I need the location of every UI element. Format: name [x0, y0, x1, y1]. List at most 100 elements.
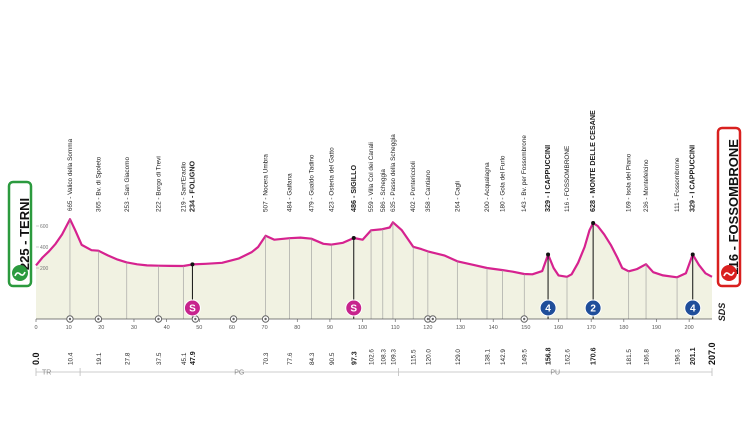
place-annotation: 586 - Scheggia	[380, 169, 387, 212]
y-tick-label: 400	[40, 245, 49, 251]
feed-zone-icon	[97, 317, 100, 321]
elevation-fill	[36, 219, 712, 319]
x-tick-label: 0	[34, 325, 37, 331]
km-label: 149.5	[522, 349, 529, 365]
place-annotation: 236 - Montefelcino	[643, 159, 650, 212]
elevation-area	[35, 218, 713, 319]
km-label: 181.5	[626, 349, 633, 365]
place-annotation: 116 - FOSSOMBRONE	[564, 146, 571, 212]
place-annotation: 234 - FOLIGNO	[187, 160, 196, 212]
stage-markers: S S 4 2 4	[183, 299, 702, 317]
place-annotation: 169 - Isola del Piano	[626, 153, 633, 212]
climb-category-icon	[684, 299, 702, 317]
place-annotation: 402 - Pontericcioli	[410, 161, 417, 212]
place-annotation: 200 - Acqualagna	[484, 162, 491, 212]
region-bar: TR PG PU	[35, 368, 713, 377]
place-annotation: 484 - Gaifana	[286, 173, 293, 212]
x-tick-label: 90	[327, 325, 333, 331]
marker-label: 2	[590, 304, 596, 315]
start-km-label: 0.0	[31, 352, 41, 365]
place-annotation: 111 - Fossombrone	[674, 157, 681, 212]
place-annotation: 264 - Cagli	[454, 181, 461, 212]
sprint-marker-icon	[183, 299, 201, 317]
x-tick-label: 140	[489, 325, 498, 331]
place-annotations: 665 - Valico della Somma 365 - Bv. di Spo…	[67, 110, 697, 212]
point-marker	[351, 235, 356, 240]
drop-lines	[69, 219, 695, 319]
x-tick-label: 100	[358, 325, 367, 331]
place-annotation: 180 - Gola del Furlo	[500, 155, 507, 212]
start-box: 225 - TERNI	[7, 180, 33, 288]
elevation-line	[35, 218, 713, 279]
place-annotation: 222 - Borgo di Trevi	[155, 156, 162, 212]
feed-zone-icon	[426, 317, 430, 321]
feed-zone-icon	[157, 317, 160, 321]
x-tick-label: 200	[685, 325, 694, 331]
km-label: 90.5	[329, 352, 336, 365]
point-marker	[591, 221, 596, 226]
km-labels: 10.4 19.1 27.8 37.5 45.1 47.9 70.3 77.6 84.3 90.5…	[67, 347, 697, 365]
km-label: 142.9	[500, 349, 507, 365]
bike-icon	[14, 271, 26, 277]
place-annotation: 358 - Cantiano	[425, 170, 432, 212]
feed-zone-icon	[232, 317, 235, 321]
km-label: 10.4	[67, 352, 74, 365]
place-annotation: 329 - I CAPPUCCINI	[543, 145, 552, 212]
place-annotation: 253 - San Giacomo	[124, 156, 131, 212]
km-label: 162.6	[565, 349, 572, 365]
place-annotation: 559 - Villa Col dei Canali	[368, 142, 375, 212]
km-label: 170.6	[591, 347, 598, 365]
finish-km-label: 207.0	[707, 342, 717, 365]
place-annotation: 507 - Nocera Umbra	[263, 154, 270, 212]
point-marker	[690, 252, 695, 257]
feed-zone-icon	[194, 317, 197, 321]
x-tick-label: 170	[587, 325, 596, 331]
km-label: 70.3	[263, 352, 270, 365]
marker-label: 4	[690, 304, 696, 315]
feed-zone-icon	[431, 317, 434, 321]
km-label: 27.8	[124, 352, 131, 365]
x-tick-label: 190	[652, 325, 661, 331]
feed-zone-icon	[68, 317, 72, 321]
km-label: 77.6	[287, 352, 294, 365]
km-label: 19.1	[96, 352, 103, 365]
x-tick-label: 40	[164, 325, 170, 331]
x-tick-label: 180	[619, 325, 628, 331]
km-label: 120.0	[425, 349, 432, 365]
sprint-marker-icon	[345, 299, 363, 317]
x-tick-label: 50	[196, 325, 202, 331]
km-label: 47.9	[190, 351, 197, 365]
x-tick-label: 160	[554, 325, 563, 331]
x-tick-label: 10	[66, 325, 72, 331]
bike-icon	[723, 271, 735, 277]
km-label: 45.1	[181, 352, 188, 365]
km-label: 201.1	[690, 347, 697, 365]
x-tick-label: 20	[98, 325, 104, 331]
km-label: 186.8	[644, 349, 651, 365]
feed-zone-icon	[264, 317, 267, 321]
region-label: PG	[234, 370, 244, 377]
place-annotation: 635 - Passo della Scheggia	[390, 134, 397, 212]
finish-box: 116 - FOSSOMBRONE	[716, 126, 742, 288]
x-tick-label: 120	[423, 325, 432, 331]
point-marker	[190, 262, 195, 267]
x-tick-label: 70	[262, 325, 268, 331]
place-annotation: 628 - MONTE DELLE CESANE	[588, 110, 597, 212]
sponsor-logo: SDS	[717, 303, 727, 322]
x-tick-label: 110	[391, 325, 400, 331]
marker-label: S	[189, 304, 196, 315]
place-annotation: 329 - I CAPPUCCINI	[688, 145, 697, 212]
x-tick-label: 130	[456, 325, 465, 331]
place-annotation: 486 - SIGILLO	[349, 164, 358, 212]
place-annotation: 219 - Sant'Eraclio	[180, 161, 187, 212]
km-label: 109.3	[390, 349, 397, 365]
x-tick-label: 80	[294, 325, 300, 331]
x-tick-label: 60	[229, 325, 235, 331]
km-label: 97.3	[351, 351, 358, 365]
climb-category-icon	[539, 299, 557, 317]
place-annotation: 479 - Gualdo Tadino	[308, 154, 315, 212]
km-label: 129.0	[455, 349, 462, 365]
km-label: 115.5	[411, 349, 418, 365]
km-label: 108.3	[380, 349, 387, 365]
